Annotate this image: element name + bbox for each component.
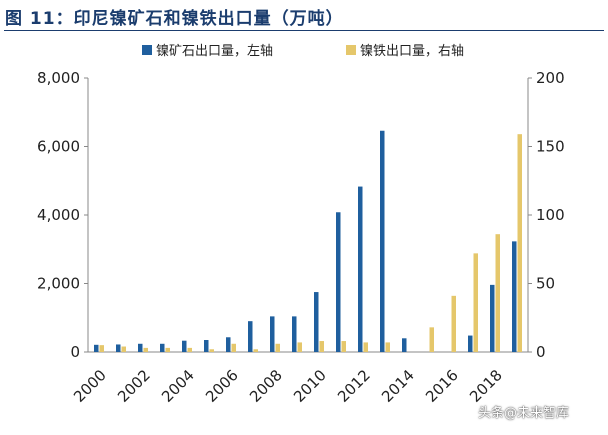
bar-ferronickel-2002 <box>143 347 148 352</box>
y-left-tick-label: 8,000 <box>37 69 80 87</box>
y-right-tick-label: 50 <box>536 275 555 293</box>
bar-ferronickel-2017 <box>473 253 478 352</box>
title-rule <box>4 30 604 31</box>
bar-ferronickel-2013 <box>385 342 390 352</box>
y-left-tick-label: 6,000 <box>37 138 80 156</box>
y-left-tick-label: 4,000 <box>37 206 80 224</box>
y-left-tick-label: 0 <box>70 343 80 361</box>
legend-label-ore: 镍矿石出口量，左轴 <box>156 44 274 59</box>
bar-ore-2017 <box>468 335 473 352</box>
bar-ferronickel-2011 <box>341 341 346 352</box>
legend-swatch-ore <box>142 44 152 55</box>
bar-ferronickel-2010 <box>319 341 324 352</box>
bar-ore-2008 <box>270 316 275 352</box>
bar-ferronickel-2004 <box>187 347 192 352</box>
bar-ore-2013 <box>380 130 385 352</box>
header: 图 11：印尼镍矿石和镍铁出口量（万吨） <box>0 0 608 31</box>
x-tick-label: 2014 <box>378 366 418 406</box>
bar-ferronickel-2012 <box>363 342 368 352</box>
y-right-tick-label: 150 <box>536 138 565 156</box>
bar-ferronickel-2003 <box>165 347 170 352</box>
legend-label-ferronickel: 镍铁出口量，右轴 <box>360 44 465 59</box>
bar-ore-2001 <box>116 344 121 352</box>
x-tick-label: 2000 <box>70 366 110 406</box>
bar-ore-2003 <box>160 343 165 352</box>
y-right-tick-label: 0 <box>536 343 546 361</box>
x-tick-label: 2008 <box>246 366 286 406</box>
x-tick-label: 2016 <box>422 366 462 406</box>
bar-ore-2014 <box>402 338 407 352</box>
bar-ferronickel-2006 <box>231 343 236 352</box>
bar-ferronickel-2001 <box>121 346 126 352</box>
legend-swatch-ferronickel <box>346 44 356 55</box>
bar-ferronickel-2015 <box>429 327 434 352</box>
y-right-tick-label: 200 <box>536 69 565 87</box>
x-tick-label: 2010 <box>290 366 330 406</box>
bar-ore-2007 <box>248 321 253 352</box>
bar-ore-2011 <box>336 212 341 352</box>
x-tick-label: 2002 <box>114 366 154 406</box>
bar-ferronickel-2009 <box>297 342 302 352</box>
bar-ore-2005 <box>204 340 209 352</box>
watermark: 头条@未来智库 <box>478 406 570 421</box>
y-left-tick-label: 2,000 <box>37 275 80 293</box>
bar-ferronickel-2016 <box>451 295 456 352</box>
bar-ferronickel-2019 <box>517 134 522 352</box>
bar-ore-2018 <box>490 284 495 352</box>
x-tick-label: 2004 <box>158 366 198 406</box>
bar-ferronickel-2008 <box>275 343 280 352</box>
bar-ferronickel-2007 <box>253 349 258 352</box>
bar-ferronickel-2005 <box>209 349 214 352</box>
legend-item-ferronickel: 镍铁出口量，右轴 <box>346 40 464 59</box>
bar-ore-2012 <box>358 186 363 352</box>
bar-ore-2009 <box>292 316 297 352</box>
legend-item-ore: 镍矿石出口量，左轴 <box>142 40 273 59</box>
x-tick-label: 2018 <box>466 366 506 406</box>
bar-ferronickel-2000 <box>99 345 104 352</box>
figure-title: 图 11：印尼镍矿石和镍铁出口量（万吨） <box>5 9 344 29</box>
bar-ore-2019 <box>512 241 517 352</box>
chart-legend: 镍矿石出口量，左轴 镍铁出口量，右轴 <box>0 40 608 60</box>
bar-ore-2004 <box>182 340 187 352</box>
bar-ore-2010 <box>314 292 319 352</box>
bar-ore-2002 <box>138 343 143 352</box>
bar-ore-2006 <box>226 337 231 352</box>
y-right-tick-label: 100 <box>536 206 565 224</box>
bar-ore-2000 <box>94 344 99 352</box>
bar-ferronickel-2018 <box>495 234 500 352</box>
x-tick-label: 2012 <box>334 366 374 406</box>
x-tick-label: 2006 <box>202 366 242 406</box>
